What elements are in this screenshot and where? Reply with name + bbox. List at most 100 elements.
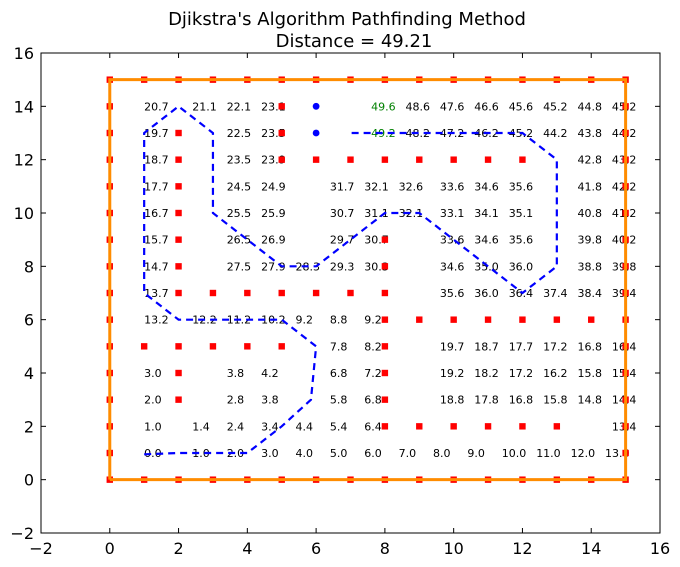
cell-distance-label: 30.7: [330, 207, 355, 220]
y-tick-label: 4: [24, 364, 34, 383]
cell-distance-label: 19.2: [440, 367, 465, 380]
cell-distance-label: 48.6: [406, 100, 431, 113]
obstacle-marker: [278, 103, 285, 110]
obstacle-marker: [175, 289, 182, 297]
cell-distance-label: 33.6: [440, 180, 465, 193]
boundary-line: [108, 78, 628, 482]
x-tick-label: −2: [29, 539, 53, 558]
y-tick-label: 2: [24, 417, 34, 436]
cell-distance-label: 26.9: [261, 234, 286, 247]
obstacle-marker: [519, 156, 526, 163]
cell-distance-label: 47.6: [440, 100, 465, 113]
obstacle-marker: [209, 289, 217, 297]
cell-distance-label: 22.5: [227, 127, 252, 140]
cell-distance-label: 6.8: [330, 367, 348, 380]
cell-distance-label: 8.0: [433, 447, 451, 460]
cell-distance-label: 5.0: [330, 447, 348, 460]
cell-distance-label: 16.8: [509, 394, 534, 407]
cell-distance-label: 11.0: [536, 447, 561, 460]
obstacle-marker: [175, 129, 182, 137]
cell-distance-label: 32.1: [399, 207, 424, 220]
cell-distance-label: 4.2: [261, 367, 279, 380]
x-tick-label: 10: [443, 539, 463, 558]
y-tick-label: 14: [14, 97, 34, 116]
cell-distance-label: 17.7: [144, 180, 169, 193]
y-tick-label: 0: [24, 471, 34, 490]
cell-distance-label: 40.8: [577, 207, 602, 220]
cell-distance-label: 21.1: [192, 100, 217, 113]
cell-distance-label: 9.0: [467, 447, 485, 460]
axes-frame: [40, 52, 661, 534]
cell-distance-label: 17.7: [509, 340, 534, 353]
cell-distance-label: 44.8: [577, 100, 602, 113]
cell-distance-label: 9.2: [295, 314, 313, 327]
obstacle-marker: [416, 423, 423, 430]
cell-distance-label: 18.2: [474, 367, 499, 380]
obstacle-marker: [175, 263, 182, 270]
obstacle-marker: [175, 183, 182, 190]
x-tick-label: 2: [173, 539, 183, 558]
obstacle-marker: [175, 209, 182, 217]
obstacle-marker: [381, 316, 389, 323]
obstacle-marker: [553, 423, 561, 430]
cell-distance-label: 36.0: [474, 287, 499, 300]
cell-distance-label: 33.1: [440, 207, 465, 220]
x-tick-label: 0: [105, 539, 115, 558]
cell-distance-label: 38.4: [577, 287, 602, 300]
cell-distance-label: 15.8: [577, 367, 602, 380]
cell-distance-label: 45.6: [509, 100, 534, 113]
x-tick-label: 8: [380, 539, 390, 558]
cell-distance-label: 5.4: [330, 420, 348, 433]
x-tick-label: 4: [242, 539, 252, 558]
x-tick-label: 16: [650, 539, 670, 558]
cell-distance-label: 22.1: [227, 100, 252, 113]
cell-distance-label: 34.6: [440, 260, 465, 273]
cell-distance-label: 34.6: [474, 180, 499, 193]
obstacle-marker: [588, 316, 595, 323]
cell-distance-label: 18.8: [440, 394, 465, 407]
cell-distance-label: 33.6: [440, 234, 465, 247]
obstacle-marker: [209, 343, 217, 350]
obstacle-marker: [450, 316, 457, 323]
shortest-path-line: [143, 104, 558, 456]
cell-distance-label: 45.2: [543, 100, 568, 113]
chart-title: Djikstra's Algorithm Pathfinding Method: [168, 9, 526, 30]
cell-distance-label: 7.2: [364, 367, 382, 380]
obstacle-marker: [381, 263, 389, 270]
cell-distance-label: 26.5: [227, 234, 252, 247]
cell-distance-label: 14.7: [144, 260, 169, 273]
obstacle-marker: [175, 396, 182, 403]
obstacle-marker: [381, 396, 389, 403]
cell-distance-label: 13.7: [144, 287, 169, 300]
endpoint-marker: [312, 102, 320, 110]
obstacle-marker: [381, 289, 389, 297]
cell-distance-label: 35.1: [509, 207, 534, 220]
obstacle-marker: [519, 316, 526, 323]
obstacle-marker: [106, 476, 113, 483]
obstacle-marker: [175, 236, 182, 243]
cell-distance-label: 29.3: [330, 260, 355, 273]
obstacle-marker: [416, 316, 423, 323]
cell-distance-label: 2.8: [227, 394, 245, 407]
cell-distance-label: 15.7: [144, 234, 169, 247]
obstacle-marker: [381, 156, 389, 163]
x-tick-label: 14: [581, 539, 601, 558]
cell-distance-label: 39.8: [577, 234, 602, 247]
obstacle-marker: [278, 343, 285, 350]
x-tick-label: 12: [512, 539, 532, 558]
cell-distance-label: 1.0: [192, 447, 210, 460]
cell-distance-label: 2.0: [227, 447, 245, 460]
y-tick-label: −2: [10, 524, 34, 543]
obstacle-marker: [519, 423, 526, 430]
obstacle-marker: [175, 343, 182, 350]
obstacle-marker: [484, 316, 492, 323]
cell-distance-label: 0.0: [144, 447, 162, 460]
cell-distance-label: 32.6: [399, 180, 424, 193]
cell-distance-label: 18.7: [144, 154, 169, 167]
cell-distance-label: 18.7: [474, 340, 499, 353]
obstacle-marker: [450, 156, 457, 163]
y-tick-label: 8: [24, 257, 34, 276]
obstacle-marker: [450, 423, 457, 430]
cell-distance-label: 10.0: [502, 447, 527, 460]
